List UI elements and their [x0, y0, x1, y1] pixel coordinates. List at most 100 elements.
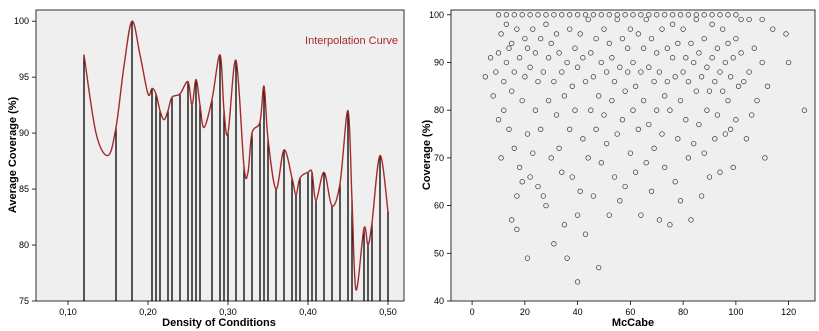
scatter-point — [640, 45, 647, 51]
scatter-point — [609, 55, 615, 61]
scatter-point — [693, 88, 699, 94]
scatter-point — [651, 78, 657, 85]
bar-chart: 0,10 0,20 0,30 0,40 0,50 75 80 85 90 95 100 Inter… — [7, 9, 405, 329]
scatter-point — [577, 188, 583, 194]
scatter-point — [522, 74, 528, 80]
scatter-point — [516, 55, 523, 61]
scatter-point — [603, 69, 610, 75]
scatter-point — [680, 26, 686, 32]
scatter-point — [582, 12, 589, 18]
scatter-point — [524, 131, 531, 137]
scatter-point — [656, 217, 663, 223]
scatter-point — [614, 12, 620, 18]
scatter-point — [548, 155, 554, 161]
scatter-point — [503, 12, 510, 18]
scatter-point — [667, 107, 673, 113]
scatter-point — [538, 126, 544, 132]
bar-chart-x-tick-label: 0,40 — [299, 307, 317, 317]
scatter-point — [738, 50, 744, 56]
scatter-point — [622, 183, 628, 190]
scatter-point — [532, 50, 539, 56]
scatter-point — [635, 126, 641, 132]
scatter-point — [646, 121, 652, 128]
scatter-point — [749, 112, 755, 118]
scatter-point — [574, 212, 581, 218]
scatter-point — [659, 131, 665, 137]
scatter-point — [527, 174, 533, 180]
scatter-point — [559, 169, 565, 175]
bar-series — [83, 21, 389, 301]
scatter-point — [693, 12, 699, 18]
scatter-point — [559, 69, 565, 75]
scatter-point — [675, 136, 681, 142]
scatter-point — [617, 64, 623, 70]
scatter-point — [669, 55, 676, 61]
scatter-point — [588, 107, 594, 113]
scatter-point — [490, 93, 496, 99]
scatter-chart-x-tick-label: 100 — [728, 307, 743, 317]
scatter-point — [770, 26, 776, 32]
scatter-point — [706, 88, 713, 94]
scatter-point — [522, 35, 528, 42]
scatter-point — [567, 26, 573, 32]
scatter-point — [625, 69, 631, 75]
scatter-point — [725, 97, 731, 104]
scatter-point — [519, 12, 525, 18]
scatter-point — [540, 193, 546, 199]
scatter-point — [611, 174, 618, 180]
scatter-point — [677, 97, 684, 104]
scatter-point — [535, 12, 541, 18]
scatter-point — [511, 12, 517, 18]
scatter-point — [611, 78, 618, 85]
scatter-point — [632, 169, 639, 175]
scatter-point — [540, 69, 546, 75]
scatter-point — [662, 164, 668, 171]
scatter-point — [727, 74, 734, 80]
scatter-point — [801, 107, 808, 113]
scatter-point — [685, 12, 692, 18]
scatter-point — [683, 55, 689, 61]
scatter-point — [696, 121, 702, 128]
scatter-chart-plot-area — [450, 9, 816, 302]
scatter-point — [720, 26, 726, 32]
scatter-point — [614, 131, 620, 137]
scatter-point — [625, 45, 631, 51]
scatter-point — [701, 35, 707, 42]
bar-chart-y-tick-label: 75 — [19, 296, 29, 306]
scatter-point — [709, 21, 715, 27]
scatter-point — [685, 78, 692, 85]
scatter-point — [646, 12, 652, 18]
scatter-point — [498, 31, 504, 37]
scatter-point — [725, 12, 731, 18]
scatter-point — [701, 150, 707, 156]
scatter-point — [733, 35, 739, 42]
scatter-point — [593, 35, 599, 42]
scatter-point — [509, 217, 515, 223]
scatter-point — [656, 69, 663, 75]
scatter-point — [561, 93, 568, 99]
bar-chart-x-tick-label: 0,10 — [59, 307, 77, 317]
scatter-point — [648, 188, 655, 194]
scatter-point — [619, 35, 626, 42]
scatter-point — [714, 45, 721, 51]
scatter-chart-y-tick-label: 100 — [429, 10, 444, 20]
scatter-point — [503, 21, 510, 27]
bar-chart-y-tick-label: 95 — [19, 72, 29, 82]
scatter-chart-x-tick-label: 0 — [470, 307, 475, 317]
scatter-point — [596, 264, 602, 271]
scatter-point — [580, 136, 586, 142]
scatter-point — [764, 83, 771, 89]
scatter-point — [727, 126, 734, 132]
scatter-point — [654, 107, 660, 113]
scatter-point — [754, 97, 760, 104]
scatter-point — [543, 12, 549, 18]
scatter-point — [691, 59, 697, 66]
scatter-point — [688, 217, 694, 223]
scatter-point — [627, 26, 634, 32]
scatter-point — [654, 50, 660, 56]
scatter-point — [588, 50, 594, 56]
scatter-point — [669, 12, 676, 18]
scatter-point — [630, 12, 636, 18]
scatter-point — [551, 12, 557, 18]
